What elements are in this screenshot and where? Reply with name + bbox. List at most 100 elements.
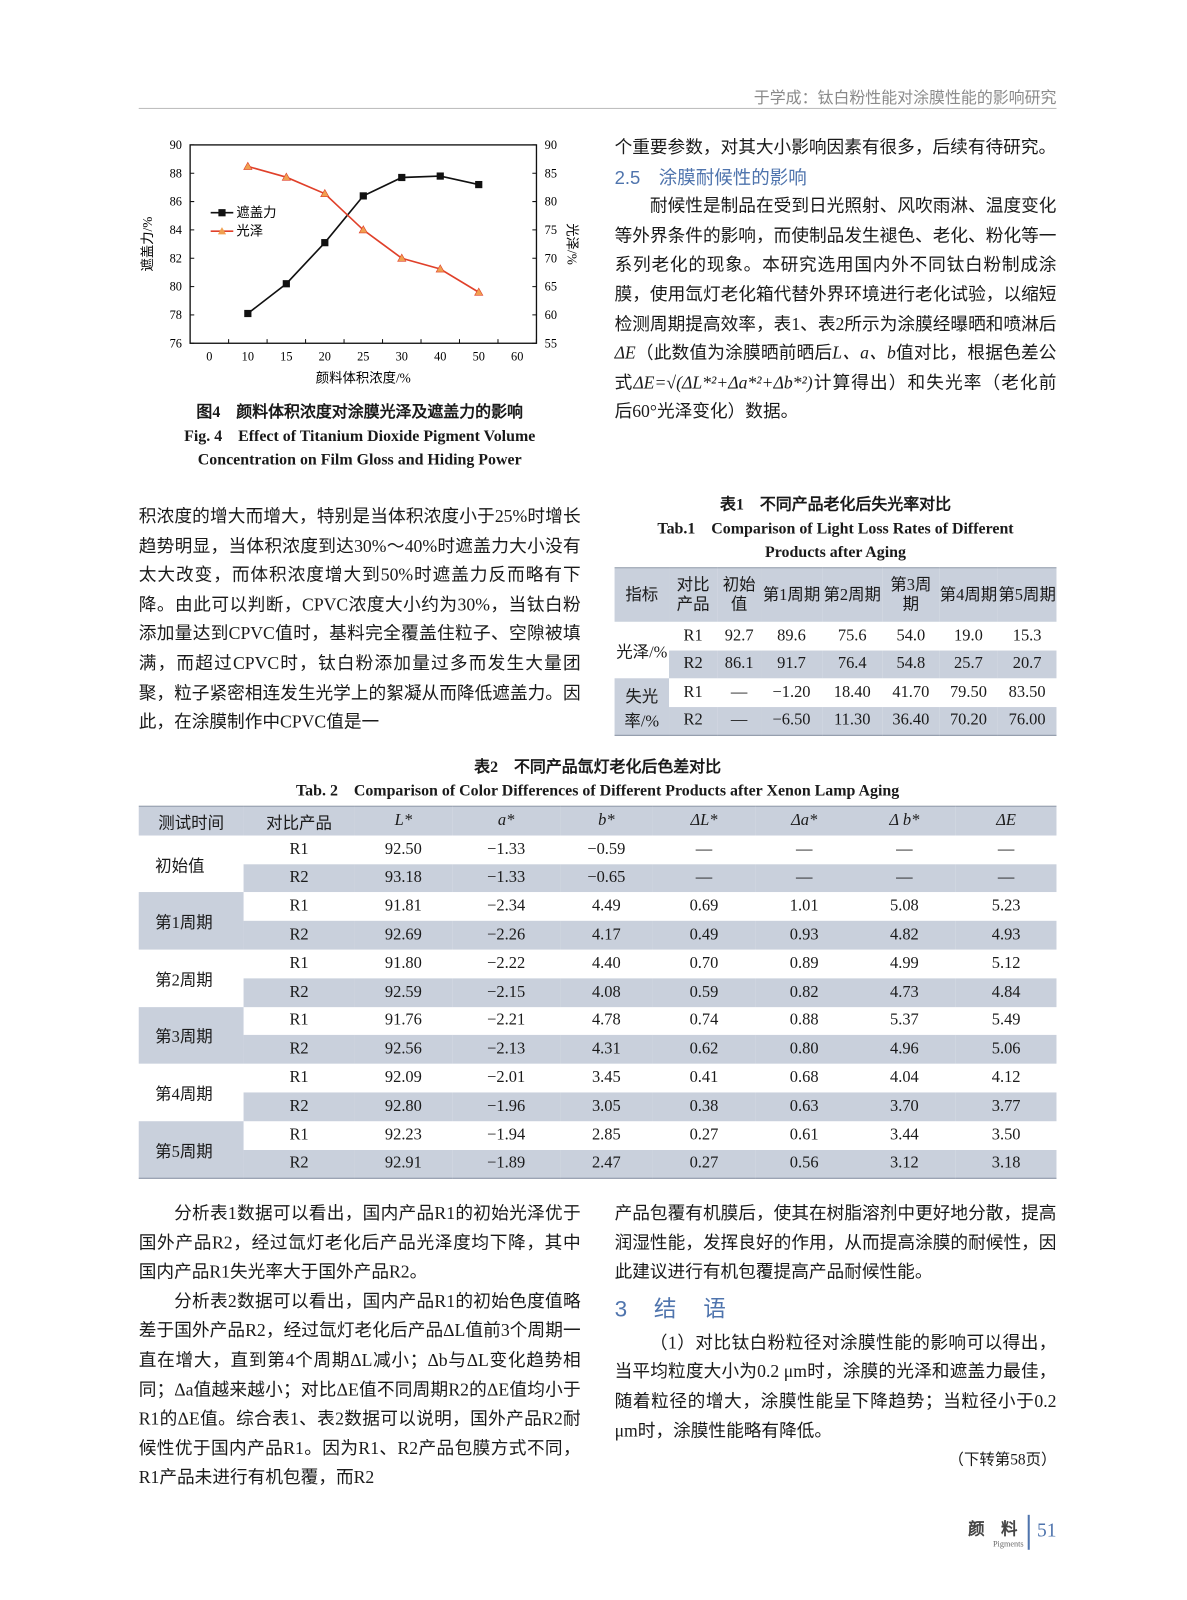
table-cell: 0.38 — [689, 1097, 719, 1115]
y-left-axis-label: 遮盖力/% — [140, 217, 155, 272]
table-title-cn: 表2 不同产品氙灯老化后色差对比 — [474, 758, 722, 776]
table-title-cn: 表1 不同产品老化后失光率对比 — [720, 496, 952, 514]
table-cell: −1.89 — [487, 1154, 526, 1173]
table-cell: R1 — [289, 1011, 309, 1030]
journal-name-en: Pigments — [992, 1539, 1024, 1549]
text: 耐候性是制品在受到日光照射、风吹雨淋、温度变化等外界条件的影响，而使制品发生褪色… — [614, 196, 1057, 334]
table-cell: −2.22 — [487, 954, 526, 973]
y-right-tick-label: 55 — [545, 336, 557, 350]
table-cell: 93.18 — [384, 868, 422, 887]
paragraph: 积浓度的增大而增大，特别是当体积浓度小于25%时增长趋势明显，当体积浓度到达30… — [138, 506, 581, 732]
table-cell: 92.69 — [384, 926, 422, 944]
left-column-top-text: 积浓度的增大而增大，特别是当体积浓度小于25%时增长趋势明显，当体积浓度到达30… — [139, 503, 581, 738]
x-tick-label: 20 — [319, 350, 331, 364]
column-header: 对比产品 — [266, 814, 332, 833]
table-cell: −1.94 — [487, 1126, 526, 1144]
figure-caption-en-1: Fig. 4 Effect of Titanium Dioxide Pigmen… — [184, 427, 536, 445]
y-right-tick-label: 65 — [545, 280, 557, 294]
table-row: R2 — −6.50 11.30 36.40 70.20 76.00 — [614, 706, 1057, 736]
table-cell: 92.7 — [724, 626, 754, 645]
table-cell: 70.20 — [949, 711, 987, 729]
table-cell: 4.93 — [991, 926, 1021, 944]
section-heading-3: 3 结 语 — [614, 1295, 728, 1322]
y-right-tick-label: 70 — [545, 251, 557, 265]
text: L、a、b — [832, 343, 896, 363]
text: 值对比，根据色差公式 — [614, 343, 1057, 393]
plot-frame — [189, 144, 538, 344]
table-cell: −2.01 — [487, 1068, 526, 1087]
text: （此数值为涂膜晒前晒后 — [635, 343, 833, 363]
paragraph: 分析表2数据可以看出，国内产品R1的初始色度值略差于国外产品R2，经过氙灯老化后… — [138, 1291, 581, 1488]
table-cell: 0.62 — [689, 1040, 719, 1058]
data-point-triangle — [397, 253, 407, 262]
table-cell: 54.0 — [896, 626, 926, 645]
table-cell: R2 — [289, 1040, 309, 1058]
paragraph: （1）对比钛白粉粒径对涂膜性能的影响可以得出，当平均粒度大小为0.2 μm时，涂… — [614, 1332, 1057, 1441]
paragraph: 分析表1数据可以看出，国内产品R1的初始光泽优于国外产品R2，经过氙灯老化后产品… — [138, 1203, 581, 1282]
left-column-bottom-text: 分析表1数据可以看出，国内产品R1的初始光泽优于国外产品R2，经过氙灯老化后产品… — [139, 1199, 581, 1493]
table-cell: 3.12 — [889, 1154, 919, 1173]
table-cell: 5.12 — [991, 954, 1021, 973]
table-cell: 3.45 — [591, 1068, 621, 1087]
legend-marker-triangle — [217, 227, 227, 235]
table-cell: 76.00 — [1008, 711, 1046, 729]
table-title-en: Tab. 2 Comparison of Color Differences o… — [295, 782, 900, 800]
table-1: 指标 对比产品 初始值 第1周期 第2周期 第3周期 第4周期 第5周期 光泽/% R1 92.7 8… — [614, 567, 1057, 736]
table-cell: R1 — [289, 1126, 309, 1144]
table-row: R2 92.91 −1.89 2.47 0.27 0.56 3.12 3.18 — [138, 1149, 1057, 1179]
y-left-tick-label: 86 — [170, 195, 182, 209]
table-title-en-1: Tab.1 Comparison of Light Loss Rates of … — [657, 520, 1014, 538]
table-row: 失光率/% R1 — −1.20 18.40 41.70 79.50 83.50 — [614, 678, 1057, 736]
column-header: 第3周期 — [890, 576, 932, 614]
table-cell: — — [997, 868, 1015, 887]
table-cell: 0.61 — [789, 1126, 819, 1144]
table-cell: 4.84 — [991, 983, 1021, 1001]
table-cell: 18.40 — [833, 683, 871, 701]
table-cell: −6.50 — [772, 711, 811, 729]
table-cell: 2.85 — [591, 1126, 621, 1144]
table-row: R2 93.18 −1.33 −0.65 — — — — — [138, 863, 1057, 893]
figure-caption-en-2: Concentration on Film Gloss and Hiding P… — [197, 451, 522, 469]
table-cell: — — [896, 868, 913, 887]
figure-4-chart: 0 10 15 20 25 30 40 50 60 76 78 80 82 84 86 88 90 55 60 65 7… — [140, 138, 579, 385]
table-cell: 3.50 — [991, 1126, 1021, 1144]
page-number: 51 — [1036, 1519, 1057, 1542]
data-point-triangle — [358, 225, 368, 234]
table-cell: 89.6 — [777, 626, 806, 645]
table-cell: 0.70 — [689, 954, 719, 973]
y-left-tick-label: 78 — [170, 308, 182, 322]
table-row: 第2周期 R1 91.80 −2.22 4.40 0.70 0.89 4.99 5.12 — [139, 950, 1057, 990]
column-header: ΔE — [996, 811, 1016, 830]
table-row: 初始值 R1 92.50 −1.33 −0.59 — — — — — [139, 835, 1057, 875]
data-point-square — [436, 172, 444, 180]
table-cell: 92.91 — [384, 1154, 422, 1173]
table-cell: R1 — [289, 840, 309, 858]
column-header: 初始值 — [722, 576, 756, 614]
x-tick-label: 50 — [473, 350, 485, 364]
row-group-label: 失光率/% — [614, 678, 670, 736]
table-cell: −0.59 — [587, 840, 626, 858]
table-cell: 92.09 — [384, 1068, 422, 1087]
data-point-triangle — [474, 287, 484, 296]
table-cell: −2.13 — [487, 1040, 526, 1058]
table-cell: 41.70 — [892, 683, 930, 701]
table-cell: R1 — [683, 626, 703, 645]
table-cell: — — [695, 840, 713, 858]
x-tick-label: 25 — [357, 350, 369, 364]
column-header: Δa* — [791, 811, 818, 830]
column-header: 对比产品 — [676, 576, 710, 614]
legend-label: 遮盖力 — [236, 205, 276, 220]
table-cell: 4.31 — [591, 1040, 621, 1058]
table-cell: 19.0 — [954, 626, 983, 645]
section-heading-2-5: 2.5 涂膜耐候性的影响 — [614, 167, 807, 188]
table-cell: 4.49 — [591, 897, 621, 915]
row-group-label: 第1周期 — [138, 892, 244, 950]
table-cell: 15.3 — [1012, 626, 1042, 645]
table-cell: −1.20 — [772, 683, 811, 701]
data-point-triangle — [281, 172, 291, 181]
data-point-square — [244, 309, 252, 318]
table-cell: 91.76 — [384, 1011, 422, 1030]
y-left-tick-label: 88 — [170, 166, 182, 180]
table-cell: 86.1 — [724, 654, 754, 673]
table-cell: 5.06 — [991, 1040, 1021, 1058]
